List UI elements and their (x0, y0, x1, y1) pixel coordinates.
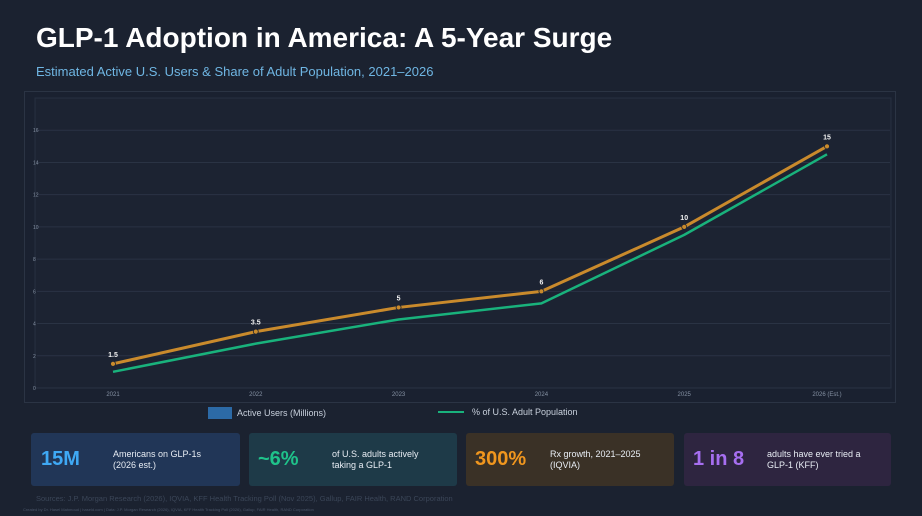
stat-text: of U.S. adults actively taking a GLP-1 (332, 448, 419, 470)
data-point (681, 223, 688, 230)
legend-label-adult-share: % of U.S. Adult Population (472, 407, 578, 417)
series-line-active-users (112, 145, 828, 366)
y-tick-label: 8 (33, 257, 36, 263)
stat-text: Americans on GLP-1s (2026 est.) (113, 448, 202, 470)
data-label: 15 (823, 134, 831, 141)
y-tick-label: 4 (33, 322, 36, 328)
stat-text: Rx growth, 2021–2025 (IQVIA) (550, 448, 641, 470)
x-tick-label: 2025 (678, 392, 692, 398)
data-label: 10 (680, 215, 688, 222)
x-tick-label: 2023 (392, 392, 406, 398)
sources-note: Sources: J.P. Morgan Research (2026), IQ… (36, 494, 453, 503)
chart-frame: 0 2 4 6 8 10 12 14 16 2021 2022 2023 2024 2025 2026 (E… (24, 91, 896, 403)
data-label: 6 (539, 279, 543, 286)
y-tick-label: 10 (33, 225, 39, 231)
data-point (395, 304, 402, 311)
legend-item-active-users[interactable]: Active Users (Millions) (208, 407, 326, 419)
chart-legend: Active Users (Millions) % of U.S. Adult … (0, 407, 922, 423)
stat-card-users: 15M Americans on GLP-1s (2026 est.) (31, 433, 240, 486)
y-tick-label: 14 (33, 160, 39, 166)
stat-value: 15M (41, 448, 80, 470)
y-tick-label: 0 (33, 386, 36, 392)
data-point (538, 288, 545, 295)
x-tick-label: 2024 (535, 392, 549, 398)
legend-item-adult-share[interactable]: % of U.S. Adult Population (438, 407, 578, 417)
x-tick-label: 2022 (249, 392, 263, 398)
page-subtitle: Estimated Active U.S. Users & Share of A… (36, 64, 434, 79)
page-title: GLP-1 Adoption in America: A 5-Year Surg… (36, 22, 613, 53)
stat-value: 300% (475, 448, 527, 470)
stat-card-share: ~6% of U.S. adults actively taking a GLP… (249, 433, 457, 486)
data-point (110, 360, 116, 367)
legend-label-active-users: Active Users (Millions) (237, 408, 327, 418)
x-tick-label: 2026 (Est.) (812, 392, 841, 398)
data-label: 3.5 (251, 320, 261, 327)
data-label: 5 (397, 295, 401, 302)
stat-value: ~6% (258, 448, 299, 470)
stat-card-rx-growth: 300% Rx growth, 2021–2025 (IQVIA) (466, 433, 674, 486)
y-tick-label: 6 (33, 289, 36, 295)
stat-text: adults have ever tried a GLP-1 (KFF) (767, 448, 861, 470)
data-point (824, 143, 830, 150)
x-tick-label: 2021 (106, 392, 120, 398)
legend-swatch-bar (208, 407, 232, 419)
series-line-adult-share (112, 153, 828, 374)
line-chart: 0 2 4 6 8 10 12 14 16 2021 2022 2023 2024 2025 2026 (E… (33, 97, 892, 398)
data-label: 1.5 (108, 352, 118, 359)
stat-value: 1 in 8 (693, 448, 745, 470)
y-tick-label: 12 (33, 193, 39, 199)
plot-area (34, 97, 892, 389)
y-tick-label: 16 (33, 128, 39, 134)
stat-card-ever-tried: 1 in 8 adults have ever tried a GLP-1 (K… (684, 433, 891, 486)
data-point (252, 328, 259, 335)
legend-swatch-line (438, 411, 464, 413)
credit-note: Created by Dr. Hasel Mahmoud | haseld.co… (23, 507, 314, 512)
y-tick-label: 2 (33, 354, 36, 360)
